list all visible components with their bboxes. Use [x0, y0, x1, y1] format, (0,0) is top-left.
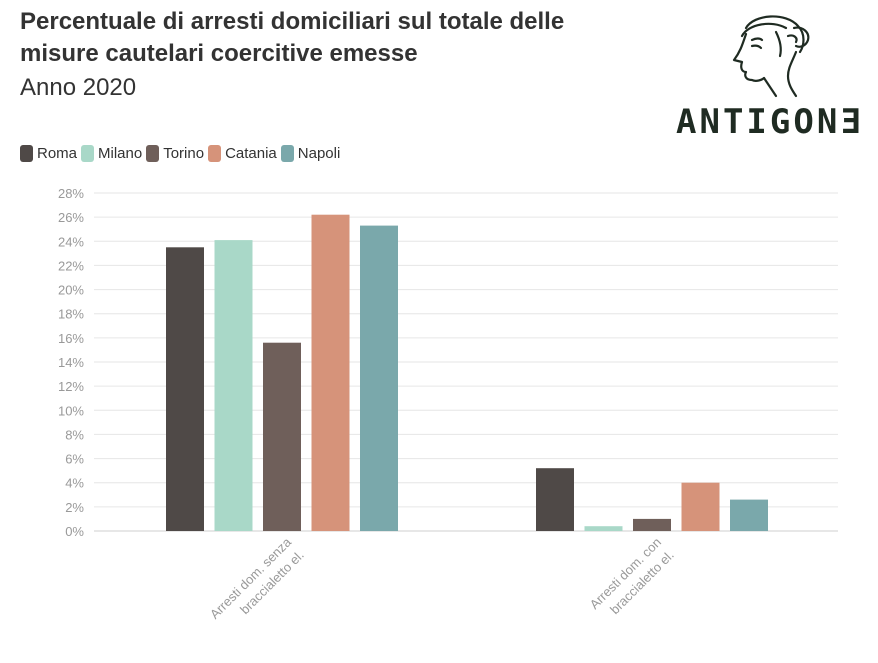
bar-torino-2[interactable] [633, 518, 671, 531]
bar-torino-1[interactable] [263, 342, 301, 531]
logo-text: ANTIGONƎ [676, 102, 864, 142]
bar-catania-1[interactable] [311, 214, 350, 531]
bar-catania-2[interactable] [681, 482, 720, 531]
y-tick-label: 6% [65, 452, 84, 467]
legend-label-milano: Milano [98, 145, 143, 162]
y-tick-label: 8% [65, 427, 84, 442]
y-tick-label: 22% [58, 258, 84, 273]
antigone-head-icon [732, 15, 810, 98]
legend-swatch-milano [81, 145, 95, 162]
legend-label-napoli: Napoli [297, 145, 341, 162]
legend-swatch-roma [20, 145, 33, 162]
y-tick-label: 24% [58, 234, 84, 249]
legend-item-roma[interactable]: Roma [20, 145, 77, 162]
y-tick-label: 2% [65, 500, 84, 515]
legend-item-napoli[interactable]: Napoli [280, 145, 341, 162]
y-tick-label: 16% [58, 331, 84, 346]
y-tick-label: 26% [58, 210, 84, 225]
chart-title: Percentuale di arresti domiciliari sul t… [20, 8, 565, 67]
legend-item-torino[interactable]: Torino [146, 145, 204, 162]
y-tick-label: 18% [58, 307, 84, 322]
y-tick-label: 10% [58, 403, 84, 418]
y-tick-label: 4% [65, 476, 84, 491]
bar-roma-2[interactable] [536, 468, 574, 531]
y-tick-label: 28% [58, 186, 84, 201]
bar-roma-1[interactable] [166, 247, 204, 532]
legend-swatch-napoli [280, 145, 294, 162]
legend-item-milano[interactable]: Milano [81, 145, 142, 162]
y-tick-label: 14% [58, 355, 84, 370]
chart-subtitle: Anno 2020 [20, 74, 137, 101]
legend-swatch-catania [208, 145, 222, 162]
legend-label-roma: Roma [37, 145, 78, 162]
legend-swatch-torino [146, 145, 160, 162]
bar-milano-2[interactable] [584, 526, 623, 531]
y-tick-label: 20% [58, 283, 84, 298]
legend-label-catania: Catania [225, 145, 277, 162]
bar-napoli-1[interactable] [360, 225, 398, 531]
y-tick-label: 0% [65, 524, 84, 539]
antigone-logo: ANTIGONƎ [676, 6, 864, 142]
y-tick-label: 12% [58, 379, 84, 394]
bar-milano-1[interactable] [214, 240, 253, 531]
legend-label-torino: Torino [163, 145, 205, 162]
legend: Roma Milano Torino Catania Napoli [20, 145, 344, 162]
bar-napoli-2[interactable] [730, 499, 768, 531]
legend-item-catania[interactable]: Catania [208, 145, 277, 162]
